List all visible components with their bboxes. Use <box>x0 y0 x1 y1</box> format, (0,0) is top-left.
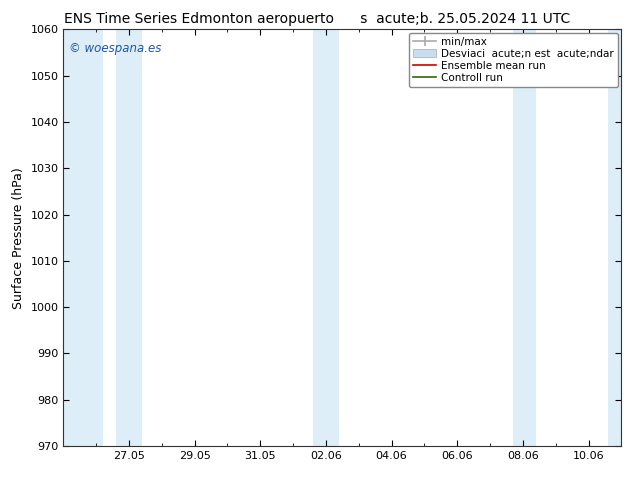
Text: © woespana.es: © woespana.es <box>69 42 162 55</box>
Bar <box>116 29 142 446</box>
Y-axis label: Surface Pressure (hPa): Surface Pressure (hPa) <box>12 167 25 309</box>
Bar <box>608 29 621 446</box>
Text: ENS Time Series Edmonton aeropuerto      s  acute;b. 25.05.2024 11 UTC: ENS Time Series Edmonton aeropuerto s ac… <box>64 12 570 26</box>
Bar <box>313 29 339 446</box>
Bar <box>63 29 103 446</box>
Bar <box>513 29 536 446</box>
Legend: min/max, Desviaci  acute;n est  acute;ndar, Ensemble mean run, Controll run: min/max, Desviaci acute;n est acute;ndar… <box>409 32 618 87</box>
